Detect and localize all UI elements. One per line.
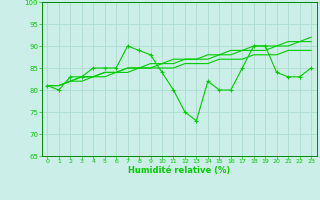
- X-axis label: Humidité relative (%): Humidité relative (%): [128, 166, 230, 175]
